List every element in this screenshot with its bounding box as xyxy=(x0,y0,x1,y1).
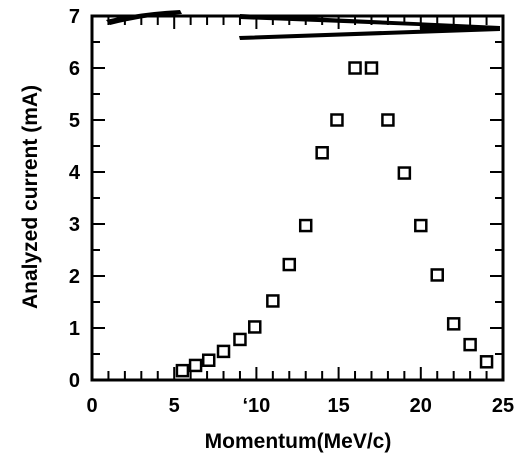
data-point xyxy=(414,218,428,233)
y-tick-label: 5 xyxy=(69,110,80,132)
top-right-wedge-stroke xyxy=(239,14,500,40)
data-point xyxy=(233,332,247,347)
data-point xyxy=(479,355,494,369)
top-left-stroke xyxy=(106,10,182,25)
y-tick-labels: 0 1 2 3 4 5 6 7 xyxy=(69,6,81,392)
x-tick-label: 5 xyxy=(169,395,180,417)
data-point xyxy=(397,166,412,180)
y-tick-label: 7 xyxy=(69,6,80,28)
x-tick-label: 20 xyxy=(410,395,432,417)
data-point xyxy=(175,363,190,378)
plot-frame xyxy=(90,14,505,382)
x-tick-label: 0 xyxy=(86,395,97,417)
data-point xyxy=(330,113,344,127)
y-tick-label: 6 xyxy=(69,58,80,80)
top-right-stroke-tip xyxy=(420,26,500,31)
data-point xyxy=(248,320,262,334)
data-point xyxy=(381,113,395,127)
data-point xyxy=(266,294,280,308)
x-tick-labels: 0 5 ‘10 15 20 25 xyxy=(86,395,514,417)
x-tick-label: 25 xyxy=(492,395,514,417)
data-point xyxy=(364,61,379,75)
y-tick-label: 0 xyxy=(69,370,80,392)
data-point xyxy=(188,358,203,373)
y-tick-label: 2 xyxy=(69,266,80,288)
data-point xyxy=(315,146,329,160)
data-point xyxy=(216,344,231,359)
x-axis-title: Momentum(MeV/c) xyxy=(205,430,392,453)
top-edge-strokes xyxy=(106,10,500,40)
data-point xyxy=(201,353,216,367)
data-points xyxy=(175,61,494,378)
data-point xyxy=(430,268,444,282)
x-tick-label: ‘10 xyxy=(242,395,270,417)
y-tick-label: 4 xyxy=(69,162,81,184)
data-point xyxy=(348,61,362,75)
plot-border xyxy=(90,14,505,382)
x-ticks xyxy=(91,16,504,380)
y-axis-title: Analyzed current (mA) xyxy=(19,85,42,309)
y-tick-label: 1 xyxy=(69,318,80,340)
y-ticks xyxy=(92,15,503,381)
data-point xyxy=(298,218,313,233)
x-tick-label: 15 xyxy=(327,395,349,417)
data-point xyxy=(463,337,477,352)
data-point xyxy=(282,257,297,272)
y-tick-label: 3 xyxy=(69,214,80,236)
data-point xyxy=(446,317,461,331)
